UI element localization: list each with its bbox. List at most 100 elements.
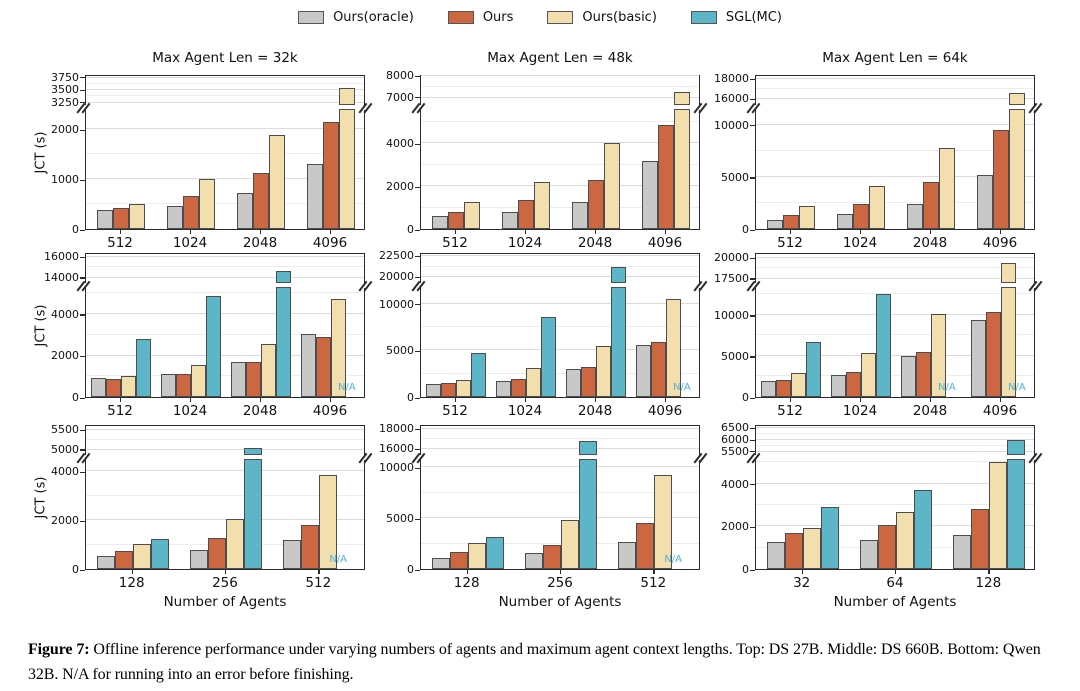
grid-line-minor — [421, 265, 699, 267]
grid-line-minor — [86, 494, 364, 496]
bar-ours — [971, 509, 990, 569]
x-tick-mark-icon — [895, 570, 897, 574]
x-axis-label: Number of Agents — [498, 594, 622, 610]
grid-line — [756, 450, 1034, 452]
y-tick-mark-icon — [80, 449, 85, 451]
y-tick-label: 0 — [742, 223, 749, 236]
x-tick-label: 2048 — [577, 403, 613, 419]
bar-ours-oracle- — [97, 209, 113, 229]
subplot-r2c0: N/A 0 2000 4000 5000 5500 128 256 512 Number of A… — [34, 424, 373, 610]
x-tick-label: 512 — [107, 235, 133, 251]
y-tick-label: 16000 — [379, 442, 414, 455]
y-tick-label: 2000 — [51, 349, 79, 363]
y-tick-mark-icon — [80, 77, 85, 79]
y-tick-mark-icon — [750, 397, 755, 399]
axis-upper-segment — [420, 253, 700, 283]
x-tick-mark-icon — [790, 398, 792, 402]
y-tick-mark-icon — [415, 569, 420, 571]
grid-line — [421, 428, 699, 429]
grid-line-minor — [86, 203, 364, 204]
x-tick-mark-icon — [120, 230, 122, 234]
x-tick-label: 128 — [975, 575, 1002, 591]
y-tick-label: 5000 — [51, 442, 79, 456]
y-tick-label: 8000 — [386, 69, 414, 83]
x-tick-mark-icon — [860, 230, 862, 234]
bar-ours — [448, 211, 464, 229]
grid-line-minor — [86, 82, 364, 84]
y-tick-label: 0 — [742, 563, 749, 576]
bar-ours-basic- — [464, 202, 480, 229]
y-tick-label: 18000 — [714, 72, 749, 85]
axis-break-icon — [76, 280, 91, 292]
bar-ours-oracle- — [91, 378, 106, 397]
x-tick-label: 2048 — [242, 403, 278, 419]
bar-ours-oracle- — [431, 558, 450, 569]
y-axis-label: JCT (s) — [33, 253, 49, 398]
grid-line — [756, 78, 1034, 79]
legend-swatch-icon — [447, 11, 474, 24]
y-tick-mark-icon — [750, 125, 755, 127]
grid-line — [421, 349, 699, 351]
y-tick-mark-icon — [415, 75, 420, 77]
x-tick-label: 1024 — [172, 403, 208, 419]
bar-sgl-mc- — [206, 296, 221, 397]
axis-lower-segment: N/A N/A — [755, 287, 1035, 398]
y-tick-label: 10000 — [714, 308, 749, 322]
x-tick-label: 512 — [777, 403, 803, 419]
bar-sgl-mc- — [1007, 459, 1026, 569]
grid-line — [86, 89, 364, 90]
na-label: N/A — [664, 554, 683, 565]
x-tick-mark-icon — [801, 570, 803, 574]
grid-line — [421, 517, 699, 519]
bar-ours — [441, 383, 456, 397]
chart-title: Max Agent Len = 64k — [822, 50, 968, 66]
grid-line-minor — [756, 267, 1034, 269]
y-tick-label: 5000 — [386, 344, 414, 358]
y-tick-label: 2000 — [51, 514, 79, 528]
bar-sgl-mc- — [876, 293, 891, 397]
bar-ours — [114, 550, 133, 569]
y-tick-label: 1000 — [51, 173, 79, 186]
bar-ours-oracle- — [190, 549, 208, 569]
na-label: N/A — [673, 382, 691, 393]
y-tick-label: 16000 — [714, 92, 749, 105]
bar-sgl-mc- — [485, 537, 504, 569]
grid-line — [421, 276, 699, 278]
y-tick-label: 5000 — [721, 349, 749, 363]
legend-label: SGL(MC) — [725, 10, 782, 25]
grid-line-minor — [421, 542, 699, 544]
grid-line — [421, 466, 699, 468]
axis-upper-segment — [755, 75, 1035, 105]
bar-sgl-mc- — [276, 287, 291, 397]
bar-ours — [846, 372, 861, 397]
x-tick-label: 2048 — [242, 235, 278, 251]
grid-line — [86, 256, 364, 258]
y-tick-label: 7000 — [386, 90, 414, 104]
bar-upper-ours-basic- — [674, 92, 690, 105]
y-tick-label: 0 — [742, 391, 749, 404]
y-tick-label: 5500 — [721, 444, 749, 458]
bar-ours — [916, 352, 931, 397]
bar-ours — [878, 525, 896, 569]
y-axis-label: JCT (s) — [33, 75, 49, 230]
bar-ours-basic- — [939, 147, 955, 229]
x-tick-label: 1024 — [507, 403, 543, 419]
y-tick-label: 4000 — [51, 465, 79, 479]
x-tick-label: 256 — [212, 575, 238, 591]
x-tick-label: 256 — [547, 575, 573, 591]
grid-line-minor — [86, 292, 364, 294]
bar-upper-sgl-mc- — [244, 448, 262, 455]
bar-ours — [316, 336, 331, 397]
bar-ours-basic- — [1009, 109, 1025, 229]
bar-ours — [449, 551, 468, 569]
bar-ours — [784, 532, 803, 569]
x-tick-mark-icon — [330, 230, 332, 234]
y-tick-label: 0 — [72, 563, 79, 576]
x-tick-label: 4096 — [647, 403, 683, 419]
y-axis-label-text: JCT (s) — [33, 131, 49, 174]
axis-upper-segment — [420, 75, 700, 105]
bar-ours — [301, 525, 320, 569]
y-tick-label: 17500 — [714, 271, 749, 285]
y-tick-mark-icon — [80, 229, 85, 231]
bar-ours-oracle- — [283, 540, 302, 569]
